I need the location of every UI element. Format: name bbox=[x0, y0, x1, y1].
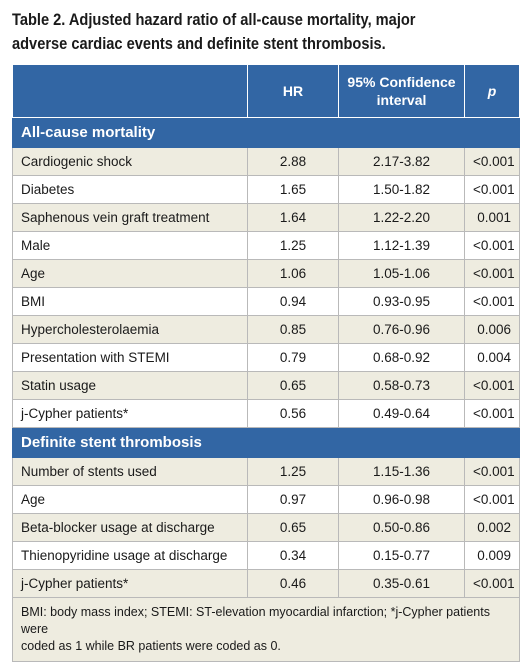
hr-cell: 2.88 bbox=[247, 147, 339, 176]
p-value-cell: <0.001 bbox=[464, 175, 520, 204]
table-row: Diabetes 1.65 1.50-1.82 <0.001 bbox=[12, 175, 520, 204]
header-ci: 95% Confidence interval bbox=[338, 64, 465, 118]
p-value-cell: 0.002 bbox=[464, 513, 520, 542]
hr-cell: 0.97 bbox=[247, 485, 339, 514]
ci-cell: 0.96-0.98 bbox=[338, 485, 465, 514]
table-row: Presentation with STEMI 0.79 0.68-0.92 0.00… bbox=[12, 343, 520, 372]
variable-cell: Male bbox=[12, 231, 248, 260]
table-row: Age 0.97 0.96-0.98 <0.001 bbox=[12, 485, 520, 514]
p-value-cell: <0.001 bbox=[464, 287, 520, 316]
ci-cell: 2.17-3.82 bbox=[338, 147, 465, 176]
hr-cell: 0.56 bbox=[247, 399, 339, 428]
ci-cell: 0.68-0.92 bbox=[338, 343, 465, 372]
variable-cell: Beta-blocker usage at discharge bbox=[12, 513, 248, 542]
table-row: Number of stents used 1.25 1.15-1.36 <0.001 bbox=[12, 457, 520, 486]
p-value-cell: 0.006 bbox=[464, 315, 520, 344]
variable-cell: Number of stents used bbox=[12, 457, 248, 486]
variable-cell: Cardiogenic shock bbox=[12, 147, 248, 176]
table-row: Age 1.06 1.05-1.06 <0.001 bbox=[12, 259, 520, 288]
hr-cell: 0.94 bbox=[247, 287, 339, 316]
hr-cell: 0.65 bbox=[247, 513, 339, 542]
hazard-ratio-table: HR 95% Confidence interval p All-cause m… bbox=[12, 64, 520, 662]
hr-cell: 1.64 bbox=[247, 203, 339, 232]
table-caption: Table 2. Adjusted hazard ratio of all-ca… bbox=[12, 8, 519, 56]
variable-cell: j-Cypher patients* bbox=[12, 569, 248, 598]
ci-cell: 0.93-0.95 bbox=[338, 287, 465, 316]
p-value-cell: <0.001 bbox=[464, 371, 520, 400]
ci-cell: 0.58-0.73 bbox=[338, 371, 465, 400]
section-header-row: All-cause mortality bbox=[12, 117, 520, 148]
p-value-cell: 0.009 bbox=[464, 541, 520, 570]
variable-cell: Presentation with STEMI bbox=[12, 343, 248, 372]
variable-cell: Diabetes bbox=[12, 175, 248, 204]
p-value-cell: <0.001 bbox=[464, 231, 520, 260]
ci-cell: 0.50-0.86 bbox=[338, 513, 465, 542]
footnote-row: BMI: body mass index; STEMI: ST-elevatio… bbox=[12, 597, 520, 662]
ci-cell: 1.50-1.82 bbox=[338, 175, 465, 204]
ci-cell: 1.22-2.20 bbox=[338, 203, 465, 232]
header-variable bbox=[12, 64, 248, 118]
table-row: Hypercholesterolaemia 0.85 0.76-0.96 0.006 bbox=[12, 315, 520, 344]
ci-cell: 0.35-0.61 bbox=[338, 569, 465, 598]
header-ci-line-2: interval bbox=[376, 92, 427, 108]
ci-cell: 1.15-1.36 bbox=[338, 457, 465, 486]
hr-cell: 1.65 bbox=[247, 175, 339, 204]
hr-cell: 1.06 bbox=[247, 259, 339, 288]
section-header-row: Definite stent thrombosis bbox=[12, 427, 520, 458]
variable-cell: BMI bbox=[12, 287, 248, 316]
caption-line-2: adverse cardiac events and definite sten… bbox=[12, 34, 386, 53]
p-value-cell: 0.004 bbox=[464, 343, 520, 372]
header-hr: HR bbox=[247, 64, 339, 118]
variable-cell: Saphenous vein graft treatment bbox=[12, 203, 248, 232]
section-title: All-cause mortality bbox=[12, 117, 520, 148]
variable-cell: Age bbox=[12, 259, 248, 288]
header-ci-line-1: 95% Confidence bbox=[347, 74, 456, 90]
hr-cell: 0.79 bbox=[247, 343, 339, 372]
section-title: Definite stent thrombosis bbox=[12, 427, 520, 458]
p-value-cell: <0.001 bbox=[464, 457, 520, 486]
ci-cell: 1.12-1.39 bbox=[338, 231, 465, 260]
ci-cell: 1.05-1.06 bbox=[338, 259, 465, 288]
caption-line-1: Table 2. Adjusted hazard ratio of all-ca… bbox=[12, 10, 416, 29]
table-row: Beta-blocker usage at discharge 0.65 0.50-… bbox=[12, 513, 520, 542]
p-value-cell: <0.001 bbox=[464, 569, 520, 598]
p-value-cell: <0.001 bbox=[464, 485, 520, 514]
variable-cell: Thienopyridine usage at discharge bbox=[12, 541, 248, 570]
variable-cell: Statin usage bbox=[12, 371, 248, 400]
variable-cell: Age bbox=[12, 485, 248, 514]
table-body: All-cause mortality Cardiogenic shock 2.88… bbox=[12, 117, 520, 598]
header-p: p bbox=[464, 64, 520, 118]
table-row: Statin usage 0.65 0.58-0.73 <0.001 bbox=[12, 371, 520, 400]
hr-cell: 0.85 bbox=[247, 315, 339, 344]
table-row: j-Cypher patients* 0.56 0.49-0.64 <0.001 bbox=[12, 399, 520, 428]
hr-cell: 0.34 bbox=[247, 541, 339, 570]
table-row: Cardiogenic shock 2.88 2.17-3.82 <0.001 bbox=[12, 147, 520, 176]
hr-cell: 1.25 bbox=[247, 457, 339, 486]
hr-cell: 0.65 bbox=[247, 371, 339, 400]
variable-cell: j-Cypher patients* bbox=[12, 399, 248, 428]
hr-cell: 1.25 bbox=[247, 231, 339, 260]
hr-cell: 0.46 bbox=[247, 569, 339, 598]
table-row: j-Cypher patients* 0.46 0.35-0.61 <0.001 bbox=[12, 569, 520, 598]
table-footnote: BMI: body mass index; STEMI: ST-elevatio… bbox=[12, 597, 520, 662]
ci-cell: 0.49-0.64 bbox=[338, 399, 465, 428]
table-row: Thienopyridine usage at discharge 0.34 0.1… bbox=[12, 541, 520, 570]
header-row: HR 95% Confidence interval p bbox=[12, 64, 520, 118]
ci-cell: 0.15-0.77 bbox=[338, 541, 465, 570]
footnote-line-1: BMI: body mass index; STEMI: ST-elevatio… bbox=[21, 605, 490, 636]
footnote-line-2: coded as 1 while BR patients were coded … bbox=[21, 639, 281, 653]
table-row: Saphenous vein graft treatment 1.64 1.22-2… bbox=[12, 203, 520, 232]
p-value-cell: <0.001 bbox=[464, 147, 520, 176]
p-value-cell: <0.001 bbox=[464, 399, 520, 428]
p-value-cell: 0.001 bbox=[464, 203, 520, 232]
table-row: Male 1.25 1.12-1.39 <0.001 bbox=[12, 231, 520, 260]
variable-cell: Hypercholesterolaemia bbox=[12, 315, 248, 344]
p-value-cell: <0.001 bbox=[464, 259, 520, 288]
table-row: BMI 0.94 0.93-0.95 <0.001 bbox=[12, 287, 520, 316]
hazard-ratio-table-container: HR 95% Confidence interval p All-cause m… bbox=[12, 64, 520, 662]
ci-cell: 0.76-0.96 bbox=[338, 315, 465, 344]
